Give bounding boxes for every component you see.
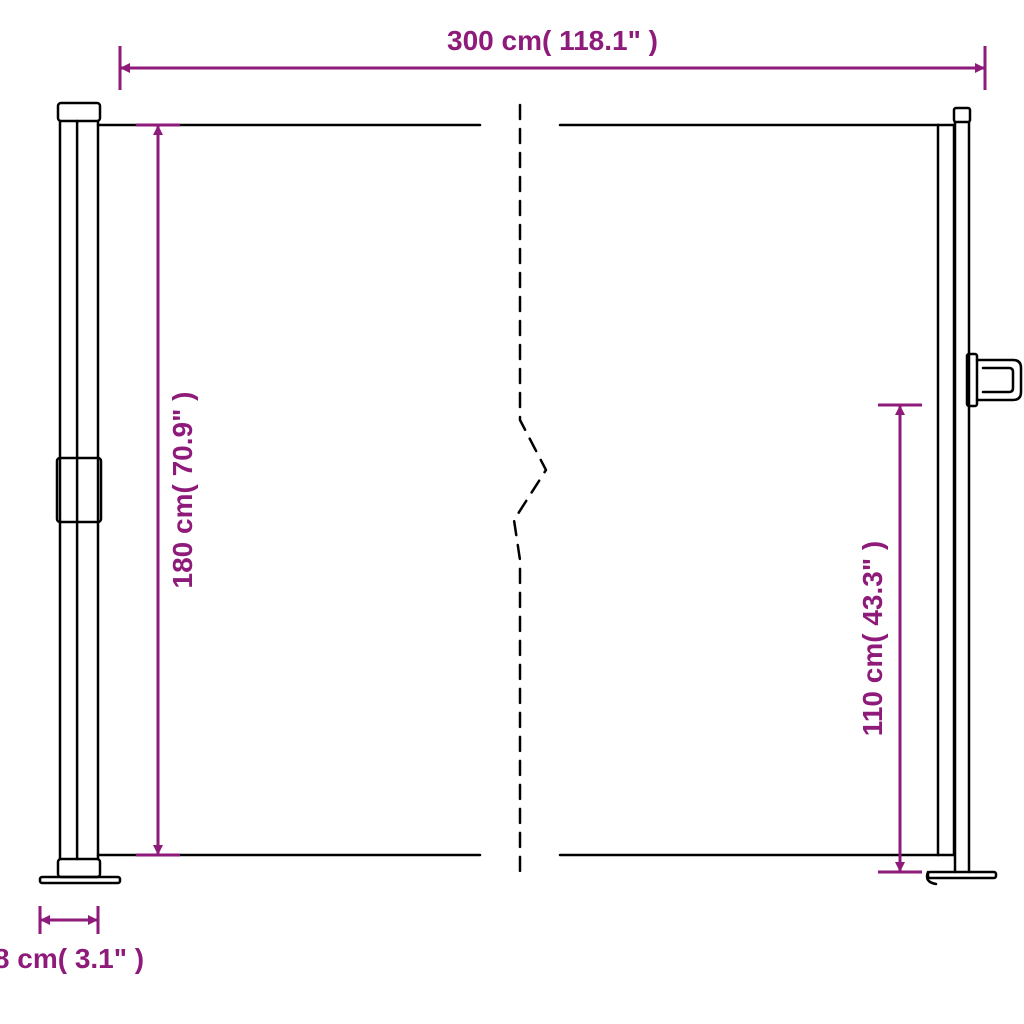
labels.depth_bottom: 8 cm( 3.1" ) (0, 943, 144, 974)
labels.height_right: 110 cm( 43.3" ) (857, 541, 888, 736)
labels.width_top: 300 cm( 118.1" ) (447, 25, 658, 56)
labels.height_left: 180 cm( 70.9" ) (167, 392, 198, 589)
break-line (514, 105, 546, 875)
